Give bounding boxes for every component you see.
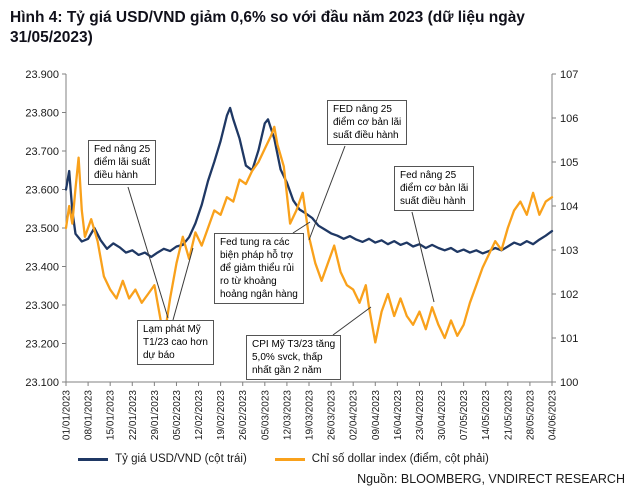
x-axis-label: 26/03/2023 bbox=[327, 390, 338, 440]
right-axis-label: 106 bbox=[560, 113, 578, 125]
x-axis-label: 12/03/2023 bbox=[282, 390, 293, 440]
x-axis-label: 16/04/2023 bbox=[393, 390, 404, 440]
legend-item-usdvnd: Tỷ giá USD/VND (cột trái) bbox=[78, 453, 247, 465]
figure: Hình 4: Tỷ giá USD/VND giảm 0,6% so với … bbox=[0, 9, 637, 487]
right-axis-label: 105 bbox=[560, 157, 578, 169]
chart-area: 23.900 23.800 23.700 23.600 23.500 23.400 23.3… bbox=[0, 50, 637, 450]
left-axis-label: 23.500 bbox=[25, 223, 59, 235]
left-axis-label: 23.700 bbox=[25, 146, 59, 158]
x-axis-label: 08/01/2023 bbox=[84, 390, 95, 440]
annotation-callout: Fed tung ra các biện pháp hỗ trợ để giảm… bbox=[214, 233, 304, 305]
right-axis-label: 101 bbox=[560, 333, 578, 345]
right-axis-label: 107 bbox=[560, 69, 578, 81]
x-axis-label: 12/02/2023 bbox=[194, 390, 205, 440]
x-axis-label: 02/04/2023 bbox=[349, 390, 360, 440]
legend-label-usdvnd: Tỷ giá USD/VND (cột trái) bbox=[115, 453, 247, 466]
right-axis-label: 100 bbox=[560, 377, 578, 389]
left-axis-label: 23.400 bbox=[25, 262, 59, 274]
chart-legend: Tỷ giá USD/VND (cột trái) Chỉ số dollar … bbox=[0, 450, 637, 468]
x-axis-label: 19/03/2023 bbox=[305, 390, 316, 440]
annotation-callout: CPI Mỹ T3/23 tăng 5,0% svck, thấp nhất g… bbox=[246, 335, 342, 381]
x-axis-label: 05/02/2023 bbox=[172, 390, 183, 440]
right-axis-label: 103 bbox=[560, 245, 578, 257]
x-axis-label: 22/01/2023 bbox=[128, 390, 139, 440]
annotation-callout: Fed nâng 25 điểm lãi suất điều hành bbox=[88, 140, 157, 186]
annotation-connector bbox=[308, 146, 346, 241]
series-line-dollar-index bbox=[64, 125, 554, 344]
x-axis-label: 15/01/2023 bbox=[106, 390, 117, 440]
x-axis-label: 01/01/2023 bbox=[62, 390, 73, 440]
annotation-connector bbox=[411, 212, 435, 303]
right-axis-label: 102 bbox=[560, 289, 578, 301]
x-axis-label: 28/05/2023 bbox=[525, 390, 536, 440]
x-axis-label: 26/02/2023 bbox=[238, 390, 249, 440]
annotation-callout: Lạm phát Mỹ T1/23 cao hơn dự báo bbox=[137, 320, 214, 366]
left-axis-label: 23.800 bbox=[25, 108, 59, 120]
legend-item-dollar-index: Chỉ số dollar index (điểm, cột phải) bbox=[274, 453, 489, 466]
figure-title: Hình 4: Tỷ giá USD/VND giảm 0,6% so với … bbox=[10, 9, 525, 47]
x-axis-label: 29/01/2023 bbox=[150, 390, 161, 440]
left-axis-label: 23.600 bbox=[25, 185, 59, 197]
x-axis-label: 30/04/2023 bbox=[437, 390, 448, 440]
dollar-index-line-swatch bbox=[274, 457, 305, 461]
right-axis-label: 104 bbox=[560, 201, 578, 213]
chart-svg: 23.900 23.800 23.700 23.600 23.500 23.400 23.3… bbox=[25, 69, 578, 440]
annotation-connector bbox=[172, 248, 194, 321]
legend-label-dollar-index: Chỉ số dollar index (điểm, cột phải) bbox=[311, 453, 489, 466]
annotation-callout: FED nâng 25 điểm cơ bản lãi suất điều hà… bbox=[327, 100, 408, 146]
x-axis-label: 23/04/2023 bbox=[415, 390, 426, 440]
x-axis-label: 07/05/2023 bbox=[459, 390, 470, 440]
left-axis-label: 23.200 bbox=[25, 339, 59, 351]
left-axis-label: 23.100 bbox=[25, 377, 59, 389]
x-axis-label: 14/05/2023 bbox=[481, 390, 492, 440]
annotation-connector bbox=[332, 306, 372, 336]
x-axis-label: 09/04/2023 bbox=[371, 390, 382, 440]
annotation-connector bbox=[127, 187, 169, 319]
series-line-usdvnd bbox=[64, 107, 554, 259]
x-axis-label: 05/03/2023 bbox=[260, 390, 271, 440]
annotation-connector bbox=[292, 221, 311, 234]
left-axis-label: 23.900 bbox=[25, 69, 59, 81]
x-axis-label: 19/02/2023 bbox=[216, 390, 227, 440]
left-axis-label: 23.300 bbox=[25, 300, 59, 312]
annotation-callout: Fed nâng 25 điểm cơ bản lãi suất điều hà… bbox=[394, 166, 475, 212]
source-note: Nguồn: BLOOMBERG, VNDIRECT RESEARCH bbox=[357, 472, 625, 487]
usdvnd-line-swatch bbox=[78, 457, 109, 461]
x-axis-label: 21/05/2023 bbox=[503, 390, 514, 440]
x-axis-label: 04/06/2023 bbox=[548, 390, 559, 440]
